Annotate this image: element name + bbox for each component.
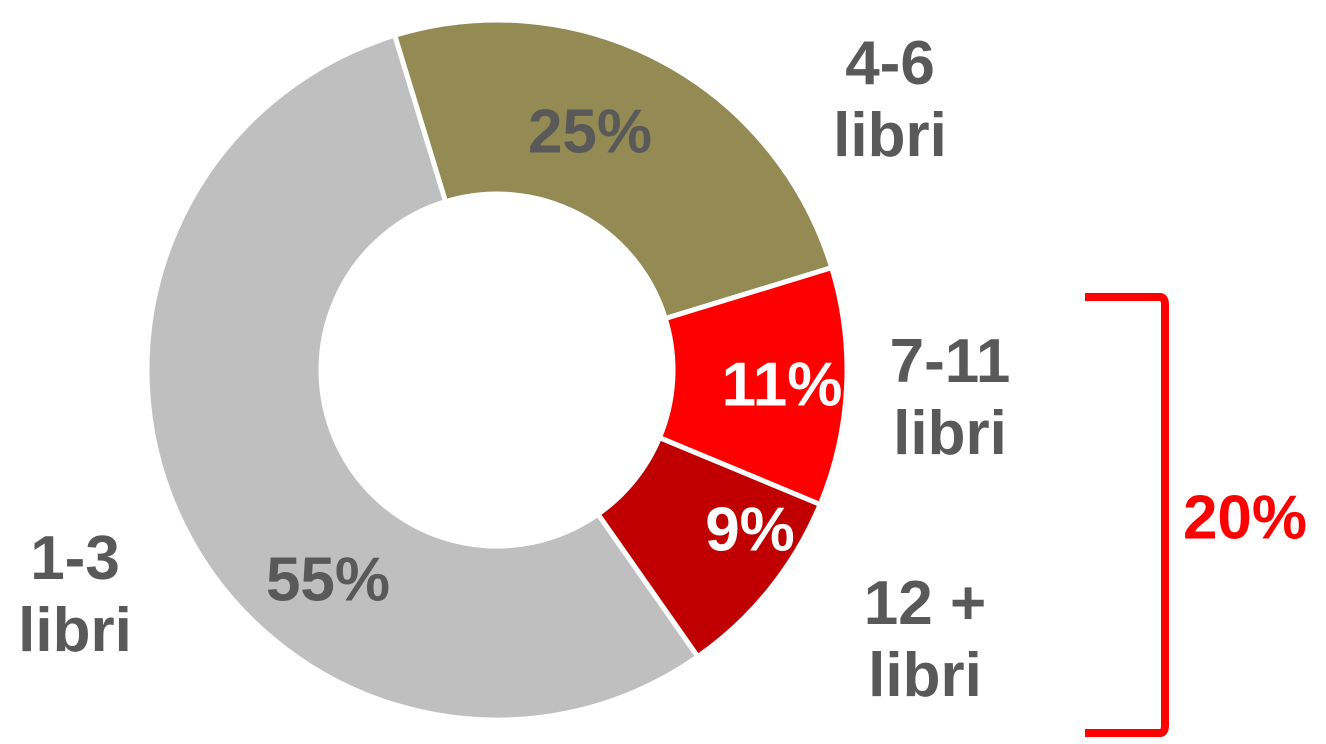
category-label: 1-3 libri [18,524,132,665]
value-label: 55% [265,545,391,615]
category-label: 12 + libri [863,569,987,710]
annotation: 20% [1182,483,1308,553]
value-label: 9% [705,495,795,565]
donut-slice [144,32,702,723]
category-label: 7-11 libri [889,327,1011,468]
bracket [1085,293,1169,737]
category-label: 4-6 libri [833,29,947,170]
value-label: 25% [527,97,653,167]
donut-slice [391,17,835,322]
value-label: 11% [721,350,843,420]
